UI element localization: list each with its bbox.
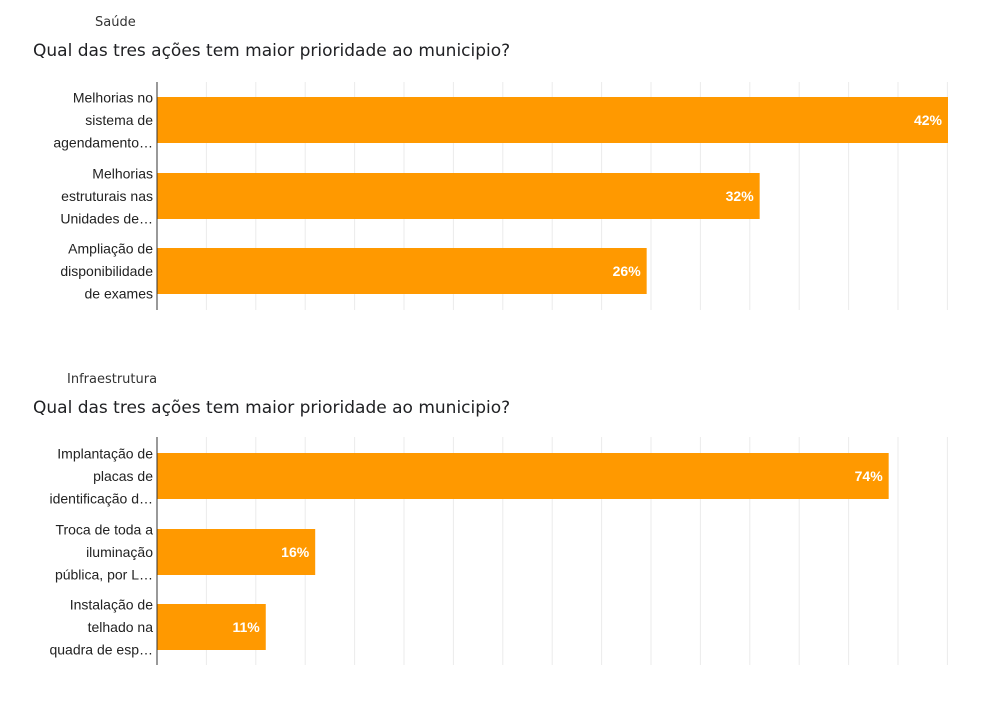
category-label: agendamento… (53, 135, 153, 151)
chart-panel-saude: Saúde Qual das tres ações tem maior prio… (0, 0, 996, 340)
category-label: Implantação de (57, 446, 153, 462)
category-label: Unidades de… (60, 211, 153, 227)
question-title: Qual das tres ações tem maior prioridade… (33, 398, 511, 418)
section-category-label: Infraestrutura (67, 372, 158, 387)
bar-chart-saude: 42% Melhorias no sistema de agendamento… 32%… (53, 82, 948, 310)
category-label: identificação d… (49, 491, 153, 507)
category-label: estruturais nas (61, 188, 153, 204)
bar-data-label: 16% (281, 544, 310, 560)
section-category-label: Saúde (95, 15, 136, 30)
category-label: Instalação de (70, 597, 153, 613)
category-label: Melhorias no (73, 90, 153, 106)
bar-data-label: 11% (233, 619, 261, 635)
question-title: Qual das tres ações tem maior prioridade… (33, 41, 511, 61)
category-label: pública, por L… (55, 567, 153, 583)
category-label: Melhorias (92, 166, 153, 182)
category-label: Ampliação de (68, 241, 153, 257)
bar-data-label: 26% (613, 263, 642, 279)
bar[interactable] (157, 173, 760, 219)
bar-data-label: 74% (855, 468, 884, 484)
bar[interactable] (157, 97, 948, 143)
category-label: sistema de (85, 112, 153, 128)
category-label: de exames (85, 286, 153, 302)
chart-panel-infraestrutura: Infraestrutura Qual das tres ações tem m… (0, 360, 996, 700)
bar-data-label: 32% (726, 188, 755, 204)
category-label: telhado na (88, 619, 154, 635)
category-label: iluminação (86, 544, 153, 560)
category-label: disponibilidade (60, 263, 153, 279)
category-label: Troca de toda a (55, 522, 153, 538)
bar[interactable] (157, 604, 266, 650)
category-label: placas de (93, 468, 153, 484)
category-label: quadra de esp… (49, 642, 153, 658)
bar[interactable] (157, 248, 647, 294)
bar-chart-infraestrutura: 74% Implantação de placas de identificação … (49, 437, 948, 665)
bar-data-label: 42% (914, 112, 943, 128)
bar[interactable] (157, 529, 316, 575)
bar[interactable] (157, 453, 889, 499)
